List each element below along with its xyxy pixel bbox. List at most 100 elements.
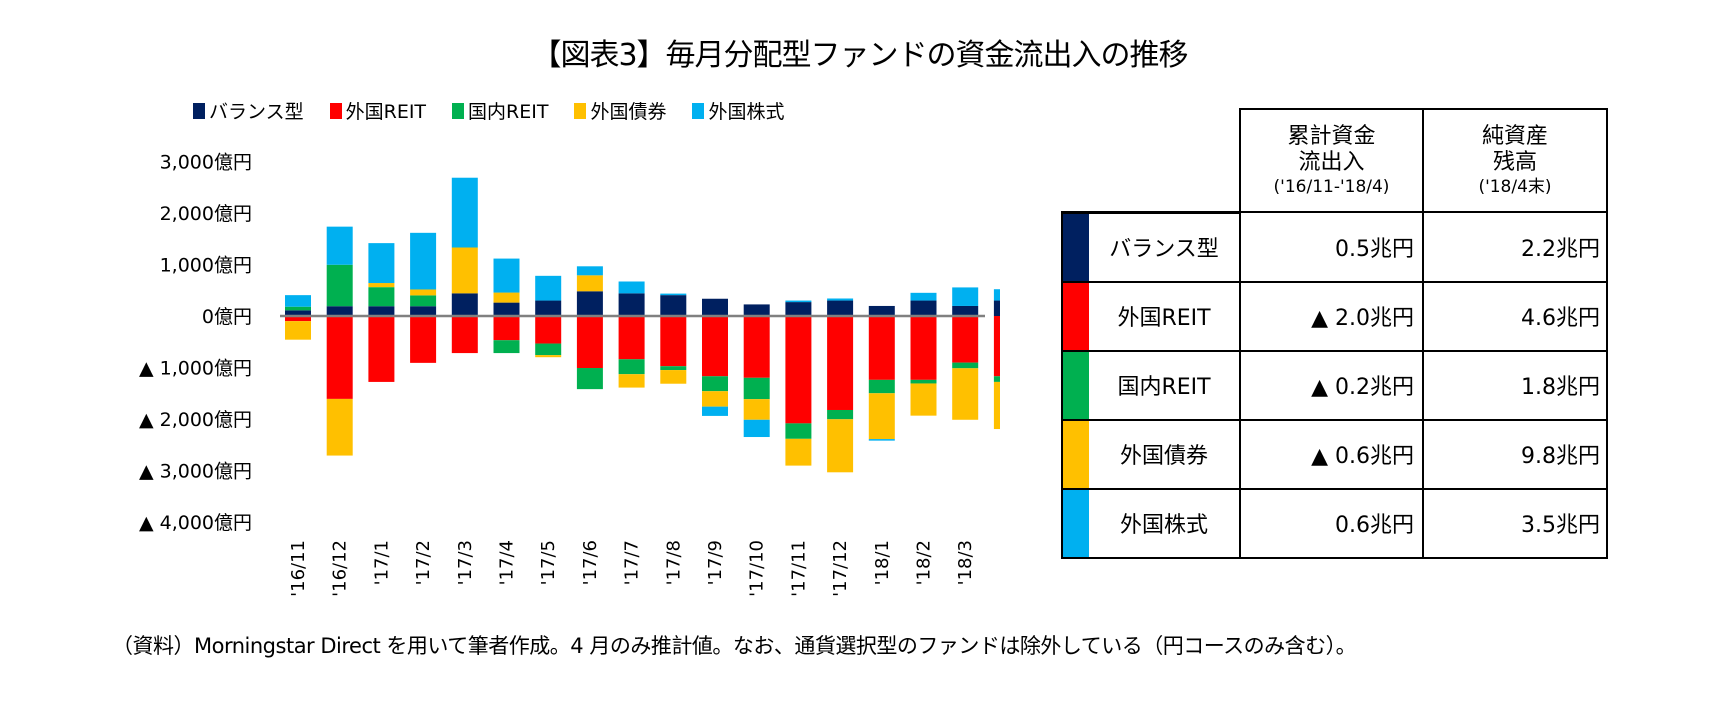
bar-segment-foreign-stock [576,266,603,276]
bar-segment-foreign-stock [618,281,645,294]
bar-segment-balance [410,306,437,316]
bar-segment-foreign-stock [702,406,728,416]
legend: バランス型 外国REIT 国内REIT 外国債券 外国株式 [193,97,785,124]
row-label: 国内REIT [1089,349,1241,421]
bar-segment-balance [702,298,728,316]
bar-segment-foreign-bond [368,283,395,288]
legend-label: 外国債券 [590,101,667,123]
bar-segment-foreign-reit [868,316,895,380]
y-tick-label: ▲ 3,000億円 [139,461,252,483]
bar-segment-domestic-reit [368,287,395,307]
bar-segment-domestic-reit [493,340,520,354]
bar-segment-foreign-reit [702,316,728,377]
x-tick-label: '16/11 [288,540,309,597]
bar-segment-foreign-stock [493,258,520,293]
bar-segment-balance [368,306,395,316]
row-cumulative-flow: ▲ 2.0兆円 [1239,280,1424,352]
x-tick-label: '17/10 [747,540,768,597]
x-tick-label: '17/2 [413,540,434,585]
bar-segment-foreign-stock [827,298,854,301]
row-net-assets: 2.2兆円 [1422,211,1608,283]
bar-segment-foreign-bond [660,370,687,384]
bar-segment-domestic-reit [285,306,311,311]
y-tick-label: ▲ 4,000億円 [139,512,252,534]
bar-segment-balance [827,300,854,316]
bar-segment-balance [993,300,1000,316]
x-tick-label: '18/3 [955,540,976,585]
table-row: 外国株式 0.6兆円 3.5兆円 [1061,487,1608,559]
bar-segment-foreign-reit [535,316,562,344]
table-corner [1062,109,1240,214]
bar-segment-domestic-reit [326,264,353,307]
bar-segment-foreign-bond [618,374,645,388]
bar-segment-foreign-bond [868,393,895,440]
legend-swatch [193,102,205,119]
y-tick-label: ▲ 2,000億円 [139,409,252,431]
bar-segment-balance [868,305,895,316]
bar-segment-foreign-bond [493,292,520,303]
bar-segment-foreign-stock [368,243,395,284]
header-net-assets: 純資産 残高 ('18/4末) [1422,108,1608,213]
x-tick-label: '17/12 [830,540,851,597]
bar-segment-balance [576,291,603,316]
table-row: 国内REIT ▲ 0.2兆円 1.8兆円 [1061,349,1608,421]
summary-table: 累計資金 流出入 ('16/11-'18/4) 純資産 残高 ('18/4末) バランス… [1061,108,1608,559]
row-cumulative-flow: ▲ 0.2兆円 [1239,349,1424,421]
row-label: バランス型 [1089,211,1241,283]
bar-segment-domestic-reit [743,377,770,400]
bar-segment-domestic-reit [576,368,603,390]
bar-segment-foreign-stock [868,439,895,441]
bar-segment-foreign-reit [743,316,770,378]
bar-segment-foreign-reit [993,316,1000,377]
legend-item-foreign-stock: 外国株式 [692,97,785,124]
bar-segment-foreign-reit [368,316,395,382]
y-tick-label: 3,000億円 [160,152,252,174]
x-tick-label: '18/1 [872,540,893,585]
x-tick-label: '17/4 [497,540,518,585]
bar-segment-balance [952,305,979,316]
bar-segment-balance [493,302,520,316]
legend-item-foreign-bond: 外国債券 [574,97,666,124]
legend-swatch [329,102,342,119]
bar-segment-foreign-reit [827,316,854,410]
header-cumulative-flow: 累計資金 流出入 ('16/11-'18/4) [1239,108,1424,213]
row-label: 外国REIT [1089,280,1241,352]
bar-segment-foreign-bond [993,381,1000,430]
x-tick-label: '17/6 [580,540,601,585]
legend-label: 外国REIT [345,101,427,123]
x-tick-label: '17/3 [455,540,476,585]
legend-label: 国内REIT [468,101,549,123]
bar-segment-foreign-stock [285,295,311,307]
bar-segment-foreign-stock [535,275,562,301]
table-header-row: 累計資金 流出入 ('16/11-'18/4) 純資産 残高 ('18/4末) [1062,108,1608,214]
bar-segment-foreign-bond [285,321,311,340]
bar-segment-foreign-reit [785,316,812,424]
bar-segment-foreign-bond [785,438,812,466]
table-row: 外国債券 ▲ 0.6兆円 9.8兆円 [1061,418,1608,490]
y-tick-label: 1,000億円 [160,255,252,277]
bar-segment-foreign-reit [952,316,979,363]
x-tick-label: '17/11 [788,540,809,597]
row-net-assets: 9.8兆円 [1422,418,1608,490]
bar-segment-domestic-reit [535,343,562,356]
bar-segment-domestic-reit [410,295,437,307]
x-tick-label: '16/12 [330,540,351,597]
bar-segment-foreign-bond [410,289,437,296]
bar-segment-foreign-stock [993,289,1000,301]
bar-segment-domestic-reit [993,376,1000,382]
row-label: 外国債券 [1089,418,1241,490]
row-color-strip [1061,211,1089,283]
legend-swatch [452,102,465,119]
bar-segment-balance [535,300,562,316]
x-tick-label: '18/2 [914,540,935,585]
row-color-strip [1061,280,1089,352]
x-tick-label: '17/1 [371,540,392,585]
legend-swatch [692,102,705,119]
bar-segment-foreign-stock [660,293,687,296]
row-net-assets: 3.5兆円 [1422,487,1608,559]
legend-swatch [574,102,587,119]
row-color-strip [1061,349,1089,421]
bar-segment-foreign-reit [285,316,311,322]
bar-segment-foreign-stock [952,287,979,306]
y-tick-label: ▲ 1,000億円 [139,358,252,380]
